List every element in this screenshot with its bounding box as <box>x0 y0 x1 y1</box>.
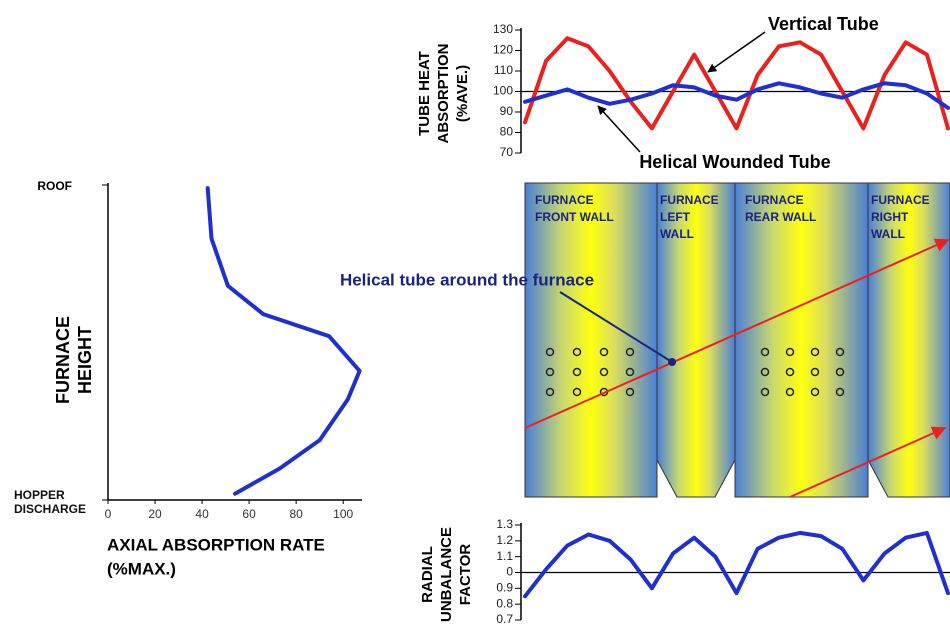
wall-label: WALL <box>660 227 694 241</box>
page: Helical tube around the furnace FURNACE F… <box>0 0 950 642</box>
y-axis-label: ABSORPTION <box>435 43 452 143</box>
y-tick-label: 110 <box>494 63 513 77</box>
y-axis-label: UNBALANCE <box>438 527 455 622</box>
y-axis-label: FURNACE <box>53 316 73 404</box>
x-tick-label: 100 <box>333 507 353 521</box>
y-tick-label: 80 <box>500 125 514 139</box>
y-tick-label: 1.2 <box>496 533 513 547</box>
y-tick-label: 0 <box>506 565 513 579</box>
wall-label: FRONT WALL <box>535 210 614 224</box>
series-label: Vertical Tube <box>768 14 879 34</box>
wall-label: REAR WALL <box>745 210 816 224</box>
y-axis-label: RADIAL <box>419 546 436 603</box>
wall-label: FURNACE <box>745 193 804 207</box>
y-tick-label: HOPPER DISCHARGE <box>14 488 106 516</box>
wall-label: RIGHT <box>871 210 909 224</box>
wall-label: FURNACE <box>660 193 719 207</box>
series-line <box>525 83 948 108</box>
y-tick-label: 120 <box>493 43 513 57</box>
y-tick-label: 0.7 <box>496 612 513 626</box>
y-tick-label: 90 <box>500 104 514 118</box>
y-tick-label: ROOF <box>37 179 72 193</box>
series-line <box>525 533 948 596</box>
y-tick-label: 1.3 <box>496 517 513 531</box>
series-line <box>208 188 360 494</box>
x-tick-label: 20 <box>148 507 162 521</box>
y-axis-label: (%AVE.) <box>454 65 471 122</box>
y-tick-label: 0.9 <box>496 581 513 595</box>
annotation-dot <box>668 358 676 366</box>
series-label: Helical Wounded Tube <box>639 152 830 172</box>
y-tick-label: 130 <box>493 22 513 36</box>
x-tick-label: 40 <box>195 507 209 521</box>
y-axis-label: HEIGHT <box>75 326 95 394</box>
y-axis-label: TUBE HEAT <box>416 51 433 136</box>
wall-label: FURNACE <box>871 193 930 207</box>
y-tick-label: 70 <box>500 145 514 159</box>
y-tick-label: 1.1 <box>496 549 513 563</box>
x-axis-label: AXIAL ABSORPTION RATE <box>107 535 325 554</box>
x-tick-label: 60 <box>242 507 256 521</box>
label-pointer <box>708 32 765 72</box>
wall-label: WALL <box>871 227 905 241</box>
wall-label: FURNACE <box>535 193 594 207</box>
annotation: Helical tube around the furnace <box>340 270 594 289</box>
x-axis-label: (%MAX.) <box>107 559 176 578</box>
figure: Helical tube around the furnace FURNACE F… <box>0 0 950 642</box>
label-pointer <box>598 106 640 152</box>
wall-label: LEFT <box>660 210 691 224</box>
wall-panel <box>735 183 868 497</box>
x-tick-label: 80 <box>289 507 303 521</box>
y-tick-label: 0.8 <box>496 596 513 610</box>
y-tick-label: 100 <box>493 84 513 98</box>
y-axis-label: FACTOR <box>457 544 474 606</box>
